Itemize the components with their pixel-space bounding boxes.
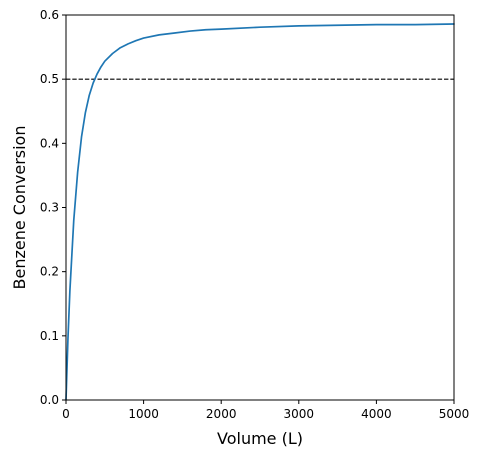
y-axis-label: Benzene Conversion — [10, 126, 29, 290]
y-tick-label: 0.1 — [40, 329, 59, 343]
y-axis-ticks: 0.0 0.1 0.2 0.3 0.4 0.5 0.6 — [40, 8, 66, 407]
x-tick-label: 1000 — [128, 407, 159, 421]
y-tick-label: 0.4 — [40, 136, 59, 150]
y-tick-label: 0.2 — [40, 265, 59, 279]
x-tick-label: 4000 — [361, 407, 392, 421]
x-tick-label: 3000 — [284, 407, 315, 421]
y-tick-label: 0.3 — [40, 201, 59, 215]
x-axis-label: Volume (L) — [217, 429, 303, 448]
plot-area — [65, 14, 455, 401]
axes-frame — [65, 14, 455, 401]
series-line — [65, 23, 455, 401]
y-tick-label: 0.5 — [40, 72, 59, 86]
y-tick-label: 0.6 — [40, 8, 59, 22]
x-tick-label: 2000 — [206, 407, 237, 421]
x-tick-label: 5000 — [439, 407, 470, 421]
x-axis-ticks: 0 1000 2000 3000 4000 5000 — [62, 400, 469, 421]
x-tick-label: 0 — [62, 407, 70, 421]
y-tick-label: 0.0 — [40, 393, 59, 407]
